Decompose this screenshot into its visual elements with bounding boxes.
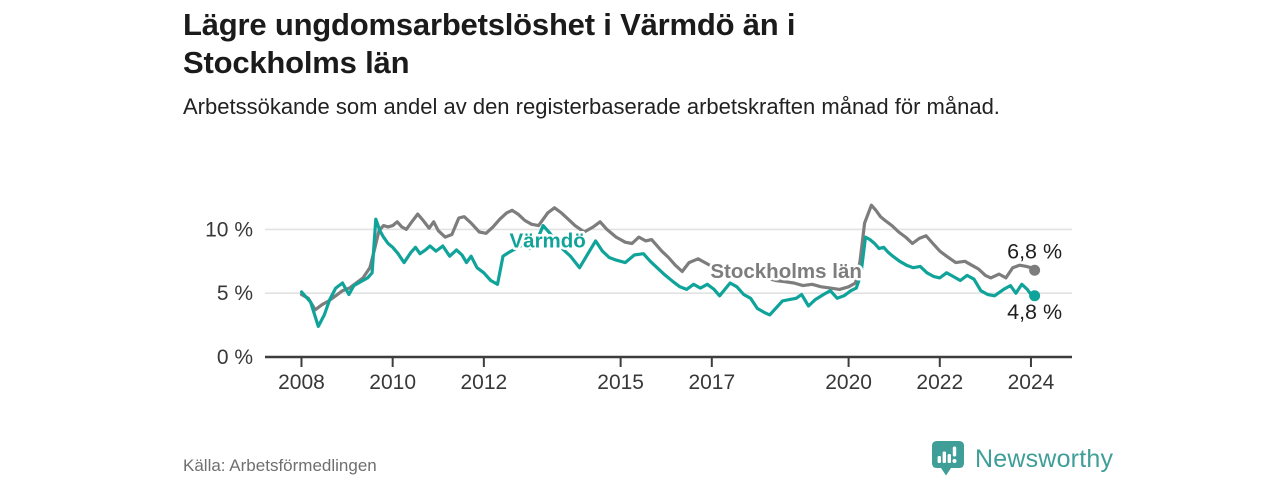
series-inline-label: Stockholms län [710,260,862,283]
series-end-value-label: 6,8 % [1007,239,1062,263]
series-line-stockholm_gray [299,203,1037,312]
page-title: Lägre ungdomsarbetslöshet i Värmdö än i … [183,7,796,80]
source-note: Källa: Arbetsförmedlingen [183,456,377,475]
brand-logo: Newsworthy [930,439,1113,479]
series-line-varmdo_teal [299,217,1037,328]
x-tick-label: 2022 [916,371,963,394]
speech-bubble-bar-chart-icon [930,439,966,479]
x-tick-label: 2010 [369,371,416,394]
y-tick-label: 10 % [205,218,253,241]
page-subtitle: Arbetssökande som andel av den registerb… [183,94,1000,119]
series-inline-label: Värmdö [510,229,586,252]
y-tick-label: 5 % [217,282,253,305]
x-tick-label: 2008 [278,371,325,394]
x-tick-label: 2017 [688,371,735,394]
series-end-dot [1029,290,1041,302]
x-tick-label: 2012 [460,371,507,394]
series-end-value-label: 4,8 % [1007,300,1062,324]
x-tick-label: 2015 [597,371,644,394]
x-tick-label: 2020 [825,371,872,394]
y-tick-label: 0 % [217,346,253,369]
series-end-dot [1029,264,1041,276]
brand-name: Newsworthy [975,444,1114,473]
x-tick-label: 2024 [1008,371,1055,394]
